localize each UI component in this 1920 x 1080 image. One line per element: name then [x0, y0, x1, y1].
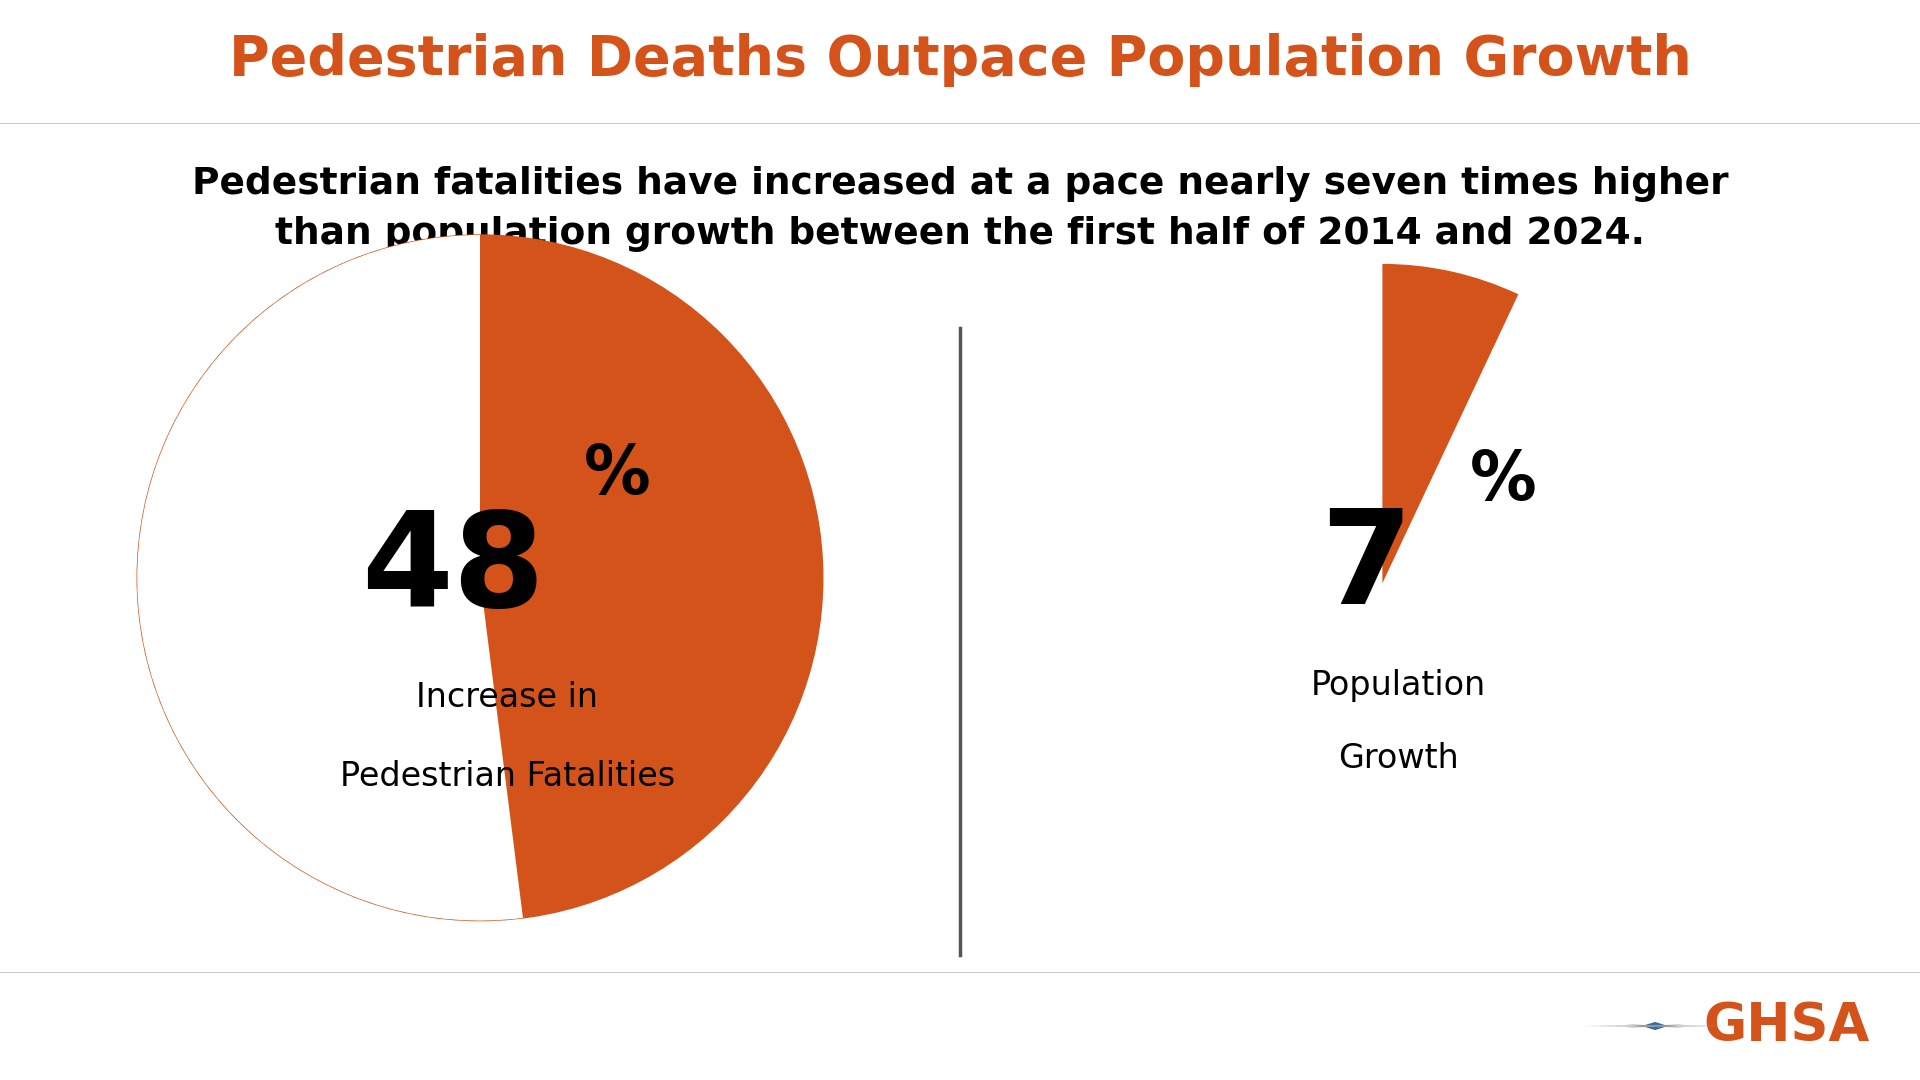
Text: 48: 48 [361, 508, 545, 634]
Text: %: % [1471, 448, 1538, 514]
Text: Pedestrian Fatalities: Pedestrian Fatalities [340, 760, 676, 793]
Polygon shape [1647, 1024, 1686, 1026]
Polygon shape [1642, 1022, 1668, 1026]
Circle shape [136, 235, 824, 920]
Text: Increase in: Increase in [417, 681, 599, 714]
Wedge shape [136, 235, 522, 920]
Text: 7: 7 [1321, 503, 1413, 631]
Text: Population: Population [1311, 669, 1486, 702]
Polygon shape [1655, 1025, 1728, 1027]
Wedge shape [1382, 264, 1519, 583]
Text: Growth: Growth [1338, 742, 1459, 775]
Polygon shape [1647, 1026, 1686, 1028]
Text: GHSA: GHSA [1703, 1000, 1870, 1052]
Text: Pedestrian fatalities have increased at a pace nearly seven times higher
than po: Pedestrian fatalities have increased at … [192, 166, 1728, 252]
Polygon shape [1624, 1026, 1663, 1028]
Text: %: % [584, 442, 651, 508]
Text: Pedestrian Deaths Outpace Population Growth: Pedestrian Deaths Outpace Population Gro… [228, 32, 1692, 86]
Circle shape [1064, 264, 1701, 903]
Polygon shape [1582, 1025, 1655, 1027]
Polygon shape [1624, 1024, 1663, 1026]
Polygon shape [1642, 1026, 1668, 1030]
